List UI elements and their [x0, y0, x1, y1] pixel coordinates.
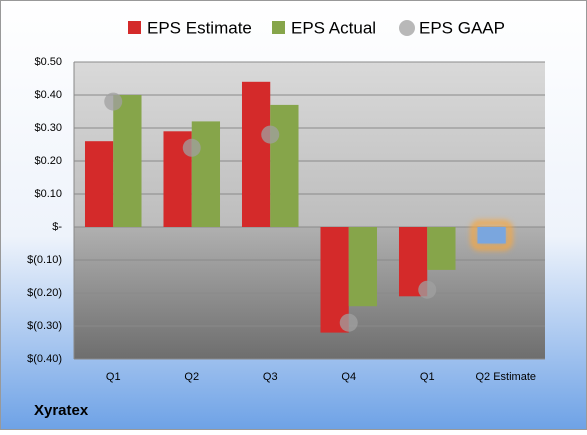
legend-label: EPS GAAP [419, 18, 505, 37]
gaap-marker [182, 138, 201, 157]
y-tick-label: $0.10 [34, 188, 62, 200]
y-tick-label: $(0.10) [27, 254, 62, 266]
x-tick-label: Q2 [184, 371, 199, 383]
gaap-marker [418, 280, 437, 299]
gaap-marker [339, 313, 358, 332]
x-tick-label: Q3 [263, 371, 278, 383]
bar [84, 141, 114, 227]
legend-marker [128, 21, 141, 34]
legend-marker [399, 20, 415, 36]
y-tick-label: $(0.20) [27, 287, 62, 299]
y-tick-label: $(0.40) [27, 353, 62, 365]
y-tick-label: $0.20 [34, 155, 62, 167]
legend-label: EPS Estimate [147, 18, 252, 37]
y-tick-label: $- [52, 221, 62, 233]
x-tick-label: Q1 [106, 371, 121, 383]
bar [270, 104, 299, 227]
footer: Xyratex [34, 402, 89, 419]
x-tick-label: Q4 [341, 371, 356, 383]
y-tick-label: $0.40 [34, 89, 62, 101]
bar [477, 227, 506, 244]
bar [113, 95, 142, 227]
y-tick-label: $(0.30) [27, 320, 62, 332]
bar [320, 227, 349, 333]
plot-area-positive [74, 62, 545, 227]
x-tick-label: Q2 Estimate [475, 371, 536, 383]
y-tick-label: $0.30 [34, 122, 62, 134]
legend-label: EPS Actual [291, 18, 376, 37]
bar [191, 121, 221, 227]
bar [348, 227, 378, 307]
bar [241, 81, 271, 227]
bar [427, 227, 456, 270]
x-tick-label: Q1 [420, 371, 435, 383]
legend-marker [272, 21, 285, 34]
highlight-glow [470, 220, 513, 250]
gaap-marker [104, 92, 123, 111]
y-tick-label: $0.50 [34, 56, 62, 68]
gaap-marker [261, 125, 280, 144]
